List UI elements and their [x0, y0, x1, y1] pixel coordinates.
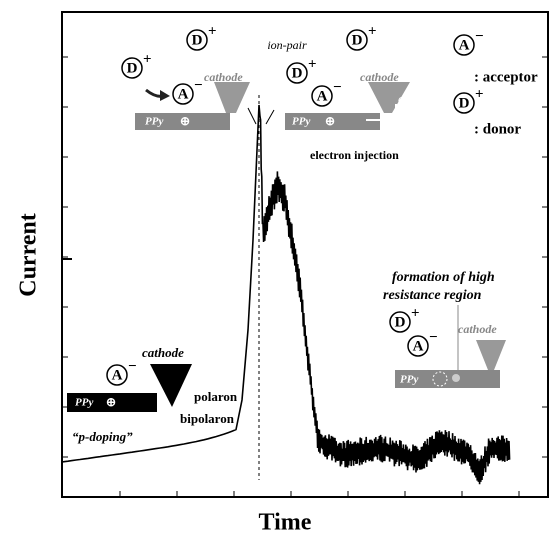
symbol: D — [395, 314, 406, 330]
symbol-circle — [186, 29, 208, 51]
symbol-circle — [311, 85, 333, 107]
symbol: A — [413, 338, 424, 354]
donor-label: : donor — [474, 121, 521, 137]
charge: + — [308, 56, 317, 72]
cathode — [150, 364, 192, 407]
cathode-label: cathode — [204, 70, 243, 84]
symbol: D — [352, 32, 363, 48]
cathode-label: cathode — [458, 322, 497, 336]
electron-injection: electron injection — [310, 148, 399, 162]
current-curve — [61, 104, 511, 485]
symbol-circle — [106, 364, 128, 386]
ppy-label: PPy — [292, 116, 310, 128]
hole: ⊕ — [325, 114, 335, 128]
charge: − — [475, 28, 484, 44]
symbol-circle — [389, 311, 411, 333]
plot-frame — [61, 11, 549, 498]
symbol: D — [292, 65, 303, 81]
symbol: D — [192, 32, 203, 48]
charge: + — [143, 51, 152, 67]
ppy-bar — [135, 113, 230, 130]
cathode — [476, 340, 506, 370]
ppy-label: PPy — [145, 116, 163, 128]
symbol: D — [459, 95, 470, 111]
polaron: polaron — [194, 389, 238, 404]
charge: − — [333, 79, 342, 95]
ppy-label: PPy — [75, 397, 93, 409]
cathode — [368, 82, 410, 113]
symbol-circle — [453, 92, 475, 114]
ppy-bar — [285, 113, 380, 130]
resistance-region — [432, 371, 448, 387]
symbol: A — [112, 367, 123, 383]
hole: ⊕ — [180, 114, 190, 128]
dot — [452, 374, 460, 382]
charge: + — [368, 23, 377, 39]
symbol: A — [178, 86, 189, 102]
ppy-bar — [67, 393, 157, 412]
arrow — [366, 104, 397, 121]
charge: − — [194, 77, 203, 93]
cathode-label: cathode — [142, 345, 184, 360]
pointer — [247, 107, 275, 125]
symbol-circle — [407, 335, 429, 357]
ticks — [62, 56, 548, 497]
cathode-label: cathode — [360, 70, 399, 84]
electron: e — [398, 91, 404, 106]
charge: + — [475, 86, 484, 102]
symbol-circle — [172, 83, 194, 105]
charge: − — [128, 358, 137, 374]
p-doping: “p-doping” — [72, 429, 133, 444]
cathode — [214, 82, 250, 113]
symbol-circle — [346, 29, 368, 51]
y-label: Current — [16, 213, 42, 297]
bipolaron: bipolaron — [180, 411, 235, 426]
symbol: A — [317, 88, 328, 104]
symbol: D — [127, 60, 138, 76]
ppy-label: PPy — [400, 374, 418, 386]
acceptor-label: : acceptor — [474, 69, 538, 85]
formation-1: formation of high — [392, 270, 495, 285]
charge: − — [429, 329, 438, 345]
charge: + — [411, 305, 420, 321]
symbol-circle — [121, 57, 143, 79]
hole: ⊕ — [106, 395, 116, 409]
formation-2: resistance region — [383, 288, 482, 303]
charge: + — [208, 23, 217, 39]
ion-pair: ion-pair — [267, 38, 307, 52]
x-label: Time — [259, 510, 312, 535]
symbol-circle — [453, 34, 475, 56]
symbol-circle — [286, 62, 308, 84]
arrow-head — [160, 90, 170, 101]
symbol: A — [459, 37, 470, 53]
